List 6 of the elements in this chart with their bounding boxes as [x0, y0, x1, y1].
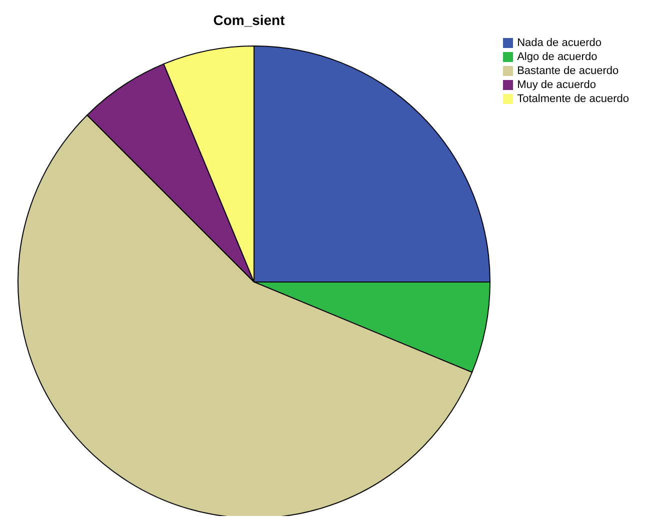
chart-title: Com_sient: [212, 12, 286, 28]
legend-label: Bastante de acuerdo: [517, 65, 619, 77]
legend-label: Algo de acuerdo: [517, 51, 598, 63]
legend-label: Muy de acuerdo: [517, 79, 596, 91]
legend-label: Totalmente de acuerdo: [517, 93, 629, 105]
legend-label: Nada de acuerdo: [517, 37, 602, 49]
